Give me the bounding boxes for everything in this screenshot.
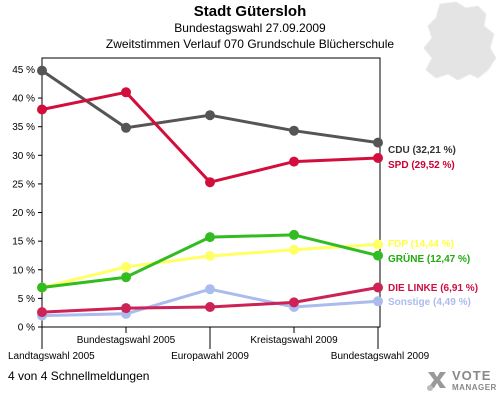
y-tick-label-35: 35 %	[12, 122, 35, 133]
data-point-gr-ne-1	[121, 272, 131, 283]
series-label-fdp: FDP (14,44 %)	[388, 239, 454, 250]
y-tick-label-0: 0 %	[18, 323, 35, 334]
data-point-gr-ne-0	[37, 282, 47, 293]
x-tick-label-1: Bundestagswahl 2005	[77, 335, 176, 346]
data-point-gr-ne-3	[289, 229, 299, 240]
y-tick-label-10: 10 %	[12, 265, 35, 276]
x-tick-label-2: Europawahl 2009	[171, 351, 249, 362]
y-tick-label-30: 30 %	[12, 151, 35, 162]
data-point-fdp-2	[205, 251, 215, 261]
germany-map-icon	[423, 1, 497, 81]
y-tick-label-15: 15 %	[12, 237, 35, 248]
chart-subtitle-election: Bundestagswahl 27.09.2009	[174, 21, 326, 35]
data-point-sonstige-4	[373, 296, 383, 307]
data-point-cdu-2	[205, 110, 215, 121]
data-point-fdp-3	[289, 244, 299, 255]
data-point-gr-ne-4	[373, 250, 383, 261]
chart-title: Stadt Gütersloh	[193, 3, 307, 20]
series-label-cdu: CDU (32,21 %)	[388, 145, 456, 156]
y-tick-label-20: 20 %	[12, 208, 35, 219]
data-point-spd-2	[205, 177, 215, 188]
data-point-fdp-1	[121, 261, 131, 272]
data-point-sonstige-2	[205, 284, 215, 295]
y-tick-label-45: 45 %	[12, 65, 35, 76]
status-footer: 4 von 4 Schnellmeldungen	[8, 369, 150, 383]
y-tick-label-25: 25 %	[12, 179, 35, 190]
series-label-sonstige: Sonstige (4,49 %)	[388, 297, 471, 308]
y-tick-label-40: 40 %	[12, 94, 35, 105]
data-point-die-linke-1	[121, 303, 131, 314]
x-tick-label-0: Landtagswahl 2005	[8, 351, 95, 362]
series-line-gr-ne	[41, 233, 379, 289]
series-line-cdu	[41, 69, 379, 145]
plot-frame	[41, 57, 381, 328]
chart-subtitle-district: Zweitstimmen Verlauf 070 Grundschule Blü…	[105, 37, 395, 51]
series-label-die-linke: DIE LINKE (6,91 %)	[388, 283, 478, 294]
data-point-cdu-3	[289, 125, 299, 136]
series-label-gr-ne: GRÜNE (12,47 %)	[388, 252, 470, 265]
data-point-die-linke-2	[205, 302, 215, 312]
brand-logo: VOTE MANAGER	[424, 366, 498, 396]
series-label-spd: SPD (29,52 %)	[388, 160, 455, 171]
data-point-gr-ne-2	[205, 232, 215, 243]
x-tick-label-4: Bundestagswahl 2009	[331, 351, 430, 362]
data-point-spd-1	[121, 87, 131, 98]
data-point-cdu-0	[37, 65, 47, 76]
data-point-spd-0	[37, 104, 47, 115]
vote-manager-logo-icon	[427, 372, 446, 391]
y-tick-label-5: 5 %	[18, 294, 35, 305]
data-point-die-linke-0	[37, 307, 47, 318]
data-point-spd-3	[289, 156, 299, 167]
x-tick-label-3: Kreistagswahl 2009	[250, 335, 338, 346]
brand-name-vote: VOTE	[452, 368, 492, 383]
data-point-die-linke-4	[373, 282, 383, 293]
data-point-cdu-1	[121, 122, 131, 133]
data-point-spd-4	[373, 153, 383, 163]
brand-name-manager: MANAGER	[452, 383, 497, 392]
data-point-cdu-4	[373, 137, 383, 148]
data-point-fdp-4	[373, 239, 383, 250]
data-point-die-linke-3	[289, 297, 299, 308]
